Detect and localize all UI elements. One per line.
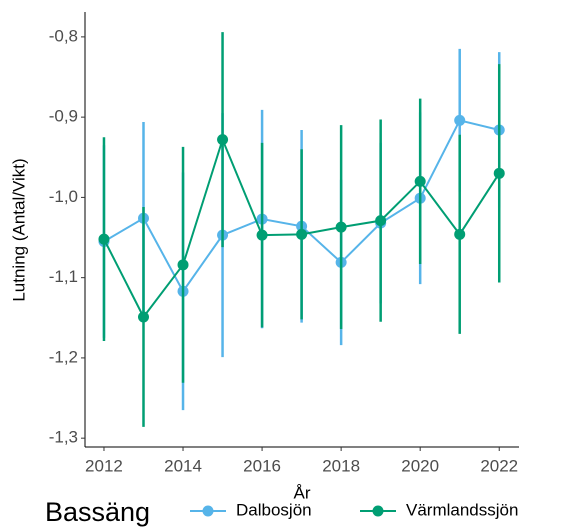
y-axis-label: Lutning (Antal/Vikt) [9, 158, 28, 301]
point [414, 175, 426, 187]
x-tick-label: 2022 [480, 456, 518, 475]
point [177, 259, 189, 271]
point [256, 229, 268, 241]
point [454, 114, 466, 126]
point [98, 233, 110, 245]
y-tick-label: -0,9 [49, 107, 78, 126]
x-axis-label: År [294, 483, 311, 502]
legend-title: Bassäng [45, 497, 150, 527]
x-tick-label: 2016 [243, 456, 281, 475]
point [454, 228, 466, 240]
legend-label: Värmlandssjön [406, 500, 518, 519]
point [493, 167, 505, 179]
legend-marker [372, 505, 384, 517]
y-tick-label: -1,1 [49, 267, 78, 286]
x-tick-label: 2020 [401, 456, 439, 475]
point [375, 215, 387, 227]
x-tick-label: 2012 [85, 456, 123, 475]
x-tick-label: 2014 [164, 456, 202, 475]
point [137, 311, 149, 323]
y-tick-label: -1,3 [49, 428, 78, 447]
point [335, 221, 347, 233]
y-tick-label: -1,0 [49, 187, 78, 206]
legend-label: Dalbosjön [236, 500, 312, 519]
point [296, 228, 308, 240]
x-tick-label: 2018 [322, 456, 360, 475]
point [217, 134, 229, 146]
y-tick-label: -1,2 [49, 347, 78, 366]
legend-marker [202, 505, 214, 517]
y-tick-label: -0,8 [49, 26, 78, 45]
